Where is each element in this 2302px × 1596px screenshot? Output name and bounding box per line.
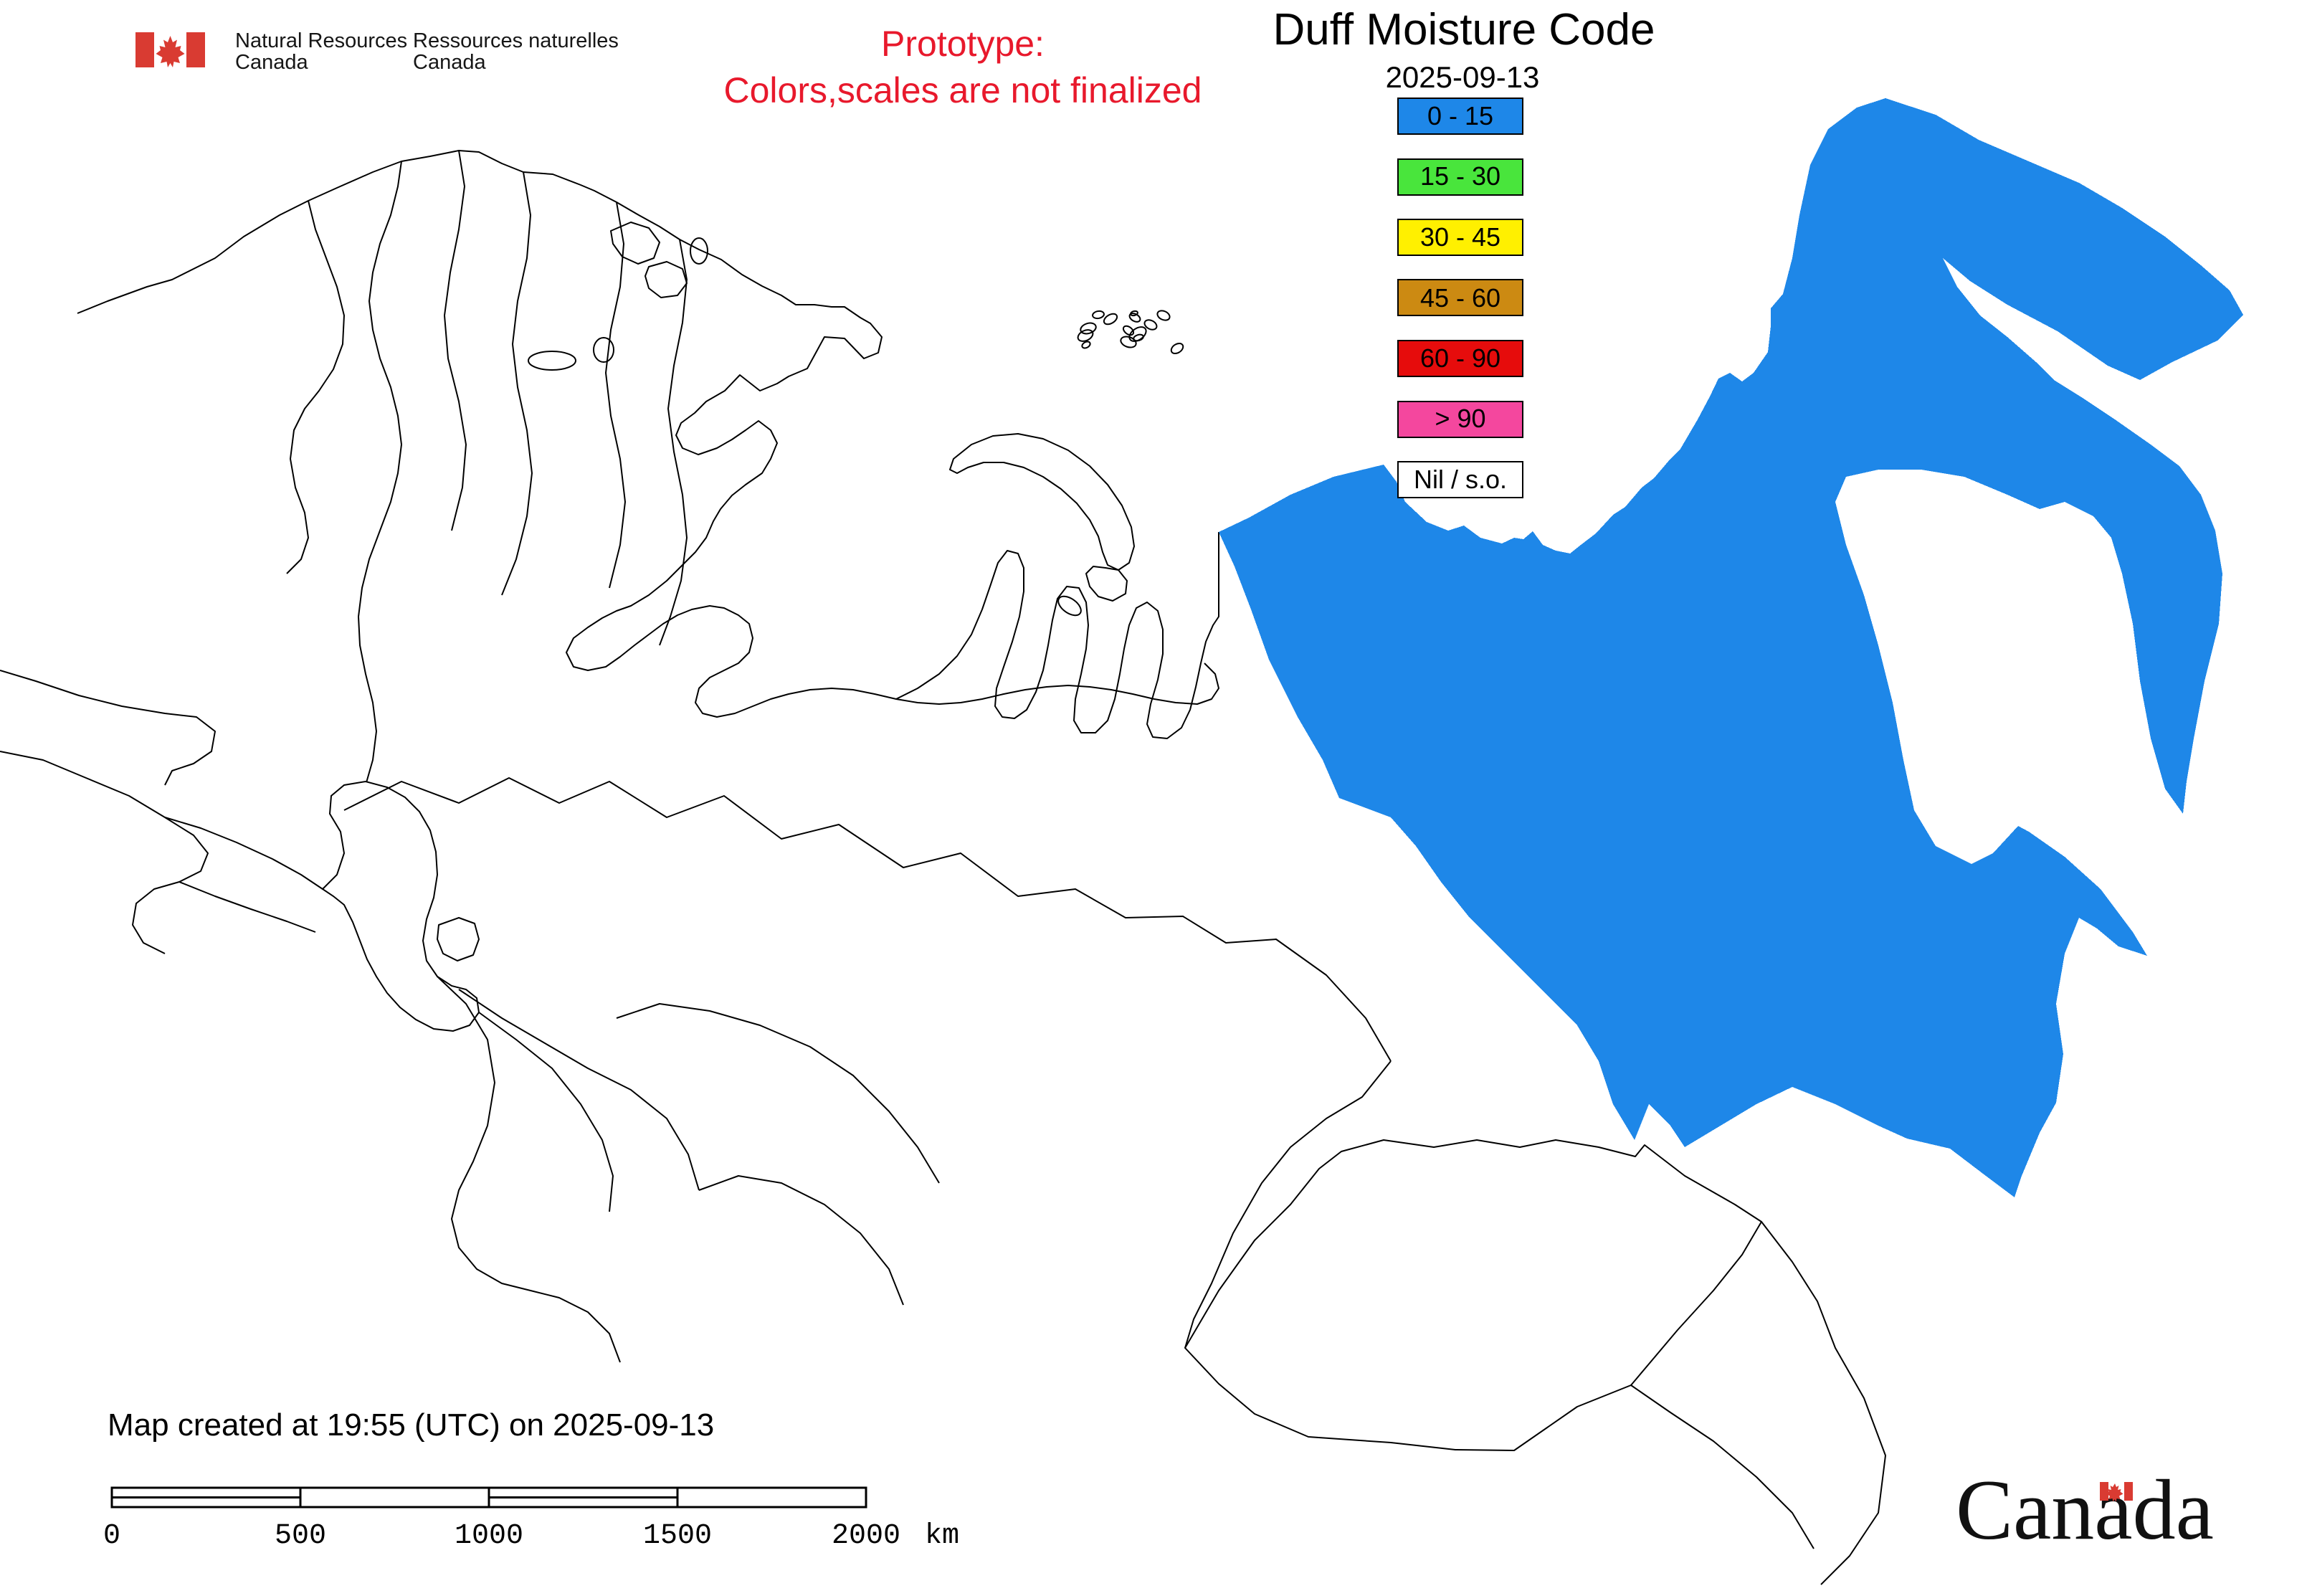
svg-text:km: km [925,1520,959,1552]
svg-text:Prototype:: Prototype: [881,24,1045,64]
svg-text:> 90: > 90 [1435,404,1485,433]
svg-text:1500: 1500 [643,1520,712,1552]
svg-text:45 - 60: 45 - 60 [1420,283,1500,313]
svg-text:15 - 30: 15 - 30 [1420,161,1500,191]
svg-text:500: 500 [275,1520,326,1552]
svg-text:2000: 2000 [832,1520,900,1552]
svg-text:0: 0 [103,1520,120,1552]
svg-text:Canada: Canada [235,51,308,74]
svg-text:Canada: Canada [1956,1462,2214,1557]
svg-text:2025-09-13: 2025-09-13 [1386,60,1540,94]
svg-text:Duff Moisture Code: Duff Moisture Code [1273,5,1655,54]
svg-text:0 - 15: 0 - 15 [1427,101,1493,130]
svg-text:1000: 1000 [455,1520,523,1552]
svg-text:Canada: Canada [413,51,486,74]
svg-text:Natural Resources: Natural Resources [235,29,407,52]
svg-text:30 - 45: 30 - 45 [1420,222,1500,252]
svg-text:Map created at 19:55 (UTC) on: Map created at 19:55 (UTC) on 2025-09-13 [108,1407,714,1443]
svg-text:Nil / s.o.: Nil / s.o. [1414,465,1507,494]
svg-text:Ressources naturelles: Ressources naturelles [413,29,619,52]
svg-text:Colors,scales are not finalize: Colors,scales are not finalized [724,70,1202,110]
svg-text:60 - 90: 60 - 90 [1420,343,1500,373]
